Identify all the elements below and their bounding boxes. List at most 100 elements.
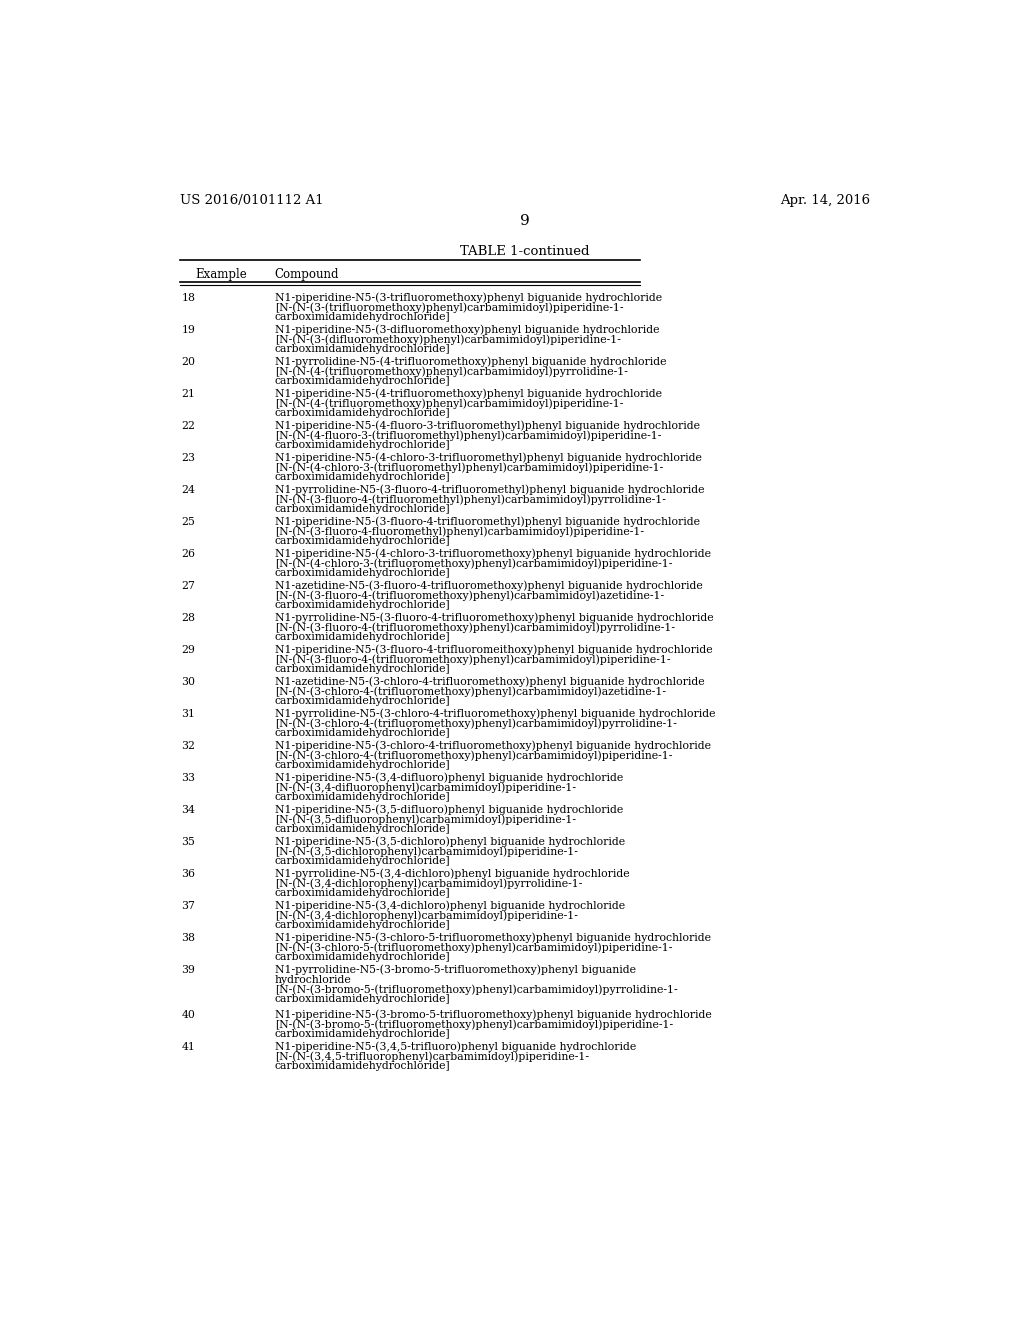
- Text: 35: 35: [181, 837, 196, 847]
- Text: carboximidamidehydrochloride]: carboximidamidehydrochloride]: [274, 857, 451, 866]
- Text: 40: 40: [181, 1010, 196, 1019]
- Text: 39: 39: [181, 965, 196, 975]
- Text: [N-(N-(3-fluoro-4-fluoromethyl)phenyl)carbamimidoyl)piperidine-1-: [N-(N-(3-fluoro-4-fluoromethyl)phenyl)ca…: [274, 527, 644, 537]
- Text: 30: 30: [181, 677, 196, 686]
- Text: 23: 23: [181, 453, 196, 462]
- Text: N1-piperidine-N5-(4-chloro-3-trifluoromethoxy)phenyl biguanide hydrochloride: N1-piperidine-N5-(4-chloro-3-trifluorome…: [274, 549, 711, 560]
- Text: N1-pyrrolidine-N5-(3,4-dichloro)phenyl biguanide hydrochloride: N1-pyrrolidine-N5-(3,4-dichloro)phenyl b…: [274, 869, 630, 879]
- Text: N1-pyrrolidine-N5-(3-fluoro-4-trifluoromethyl)phenyl biguanide hydrochloride: N1-pyrrolidine-N5-(3-fluoro-4-trifluorom…: [274, 484, 705, 495]
- Text: carboximidamidehydrochloride]: carboximidamidehydrochloride]: [274, 920, 451, 931]
- Text: TABLE 1-continued: TABLE 1-continued: [460, 244, 590, 257]
- Text: [N-(N-(3,4-dichlorophenyl)carbamimidoyl)pyrrolidine-1-: [N-(N-(3,4-dichlorophenyl)carbamimidoyl)…: [274, 879, 583, 890]
- Text: N1-pyrrolidine-N5-(3-chloro-4-trifluoromethoxy)phenyl biguanide hydrochloride: N1-pyrrolidine-N5-(3-chloro-4-trifluorom…: [274, 709, 716, 719]
- Text: 31: 31: [181, 709, 196, 719]
- Text: 18: 18: [181, 293, 196, 302]
- Text: [N-(N-(3,4-difluorophenyl)carbamimidoyl)piperidine-1-: [N-(N-(3,4-difluorophenyl)carbamimidoyl)…: [274, 783, 575, 793]
- Text: carboximidamidehydrochloride]: carboximidamidehydrochloride]: [274, 568, 451, 578]
- Text: [N-(N-(3-(difluoromethoxy)phenyl)carbamimidoyl)piperidine-1-: [N-(N-(3-(difluoromethoxy)phenyl)carbami…: [274, 334, 621, 345]
- Text: [N-(N-(3-fluoro-4-(trifluoromethoxy)phenyl)carbamimidoyl)pyrrolidine-1-: [N-(N-(3-fluoro-4-(trifluoromethoxy)phen…: [274, 623, 675, 634]
- Text: 24: 24: [181, 484, 196, 495]
- Text: 37: 37: [181, 900, 196, 911]
- Text: [N-(N-(3-fluoro-4-(trifluoromethyl)phenyl)carbamimidoyl)pyrrolidine-1-: [N-(N-(3-fluoro-4-(trifluoromethyl)pheny…: [274, 494, 666, 504]
- Text: 34: 34: [181, 805, 196, 814]
- Text: carboximidamidehydrochloride]: carboximidamidehydrochloride]: [274, 601, 451, 610]
- Text: N1-piperidine-N5-(3,4,5-trifluoro)phenyl biguanide hydrochloride: N1-piperidine-N5-(3,4,5-trifluoro)phenyl…: [274, 1041, 636, 1052]
- Text: N1-azetidine-N5-(3-fluoro-4-trifluoromethoxy)phenyl biguanide hydrochloride: N1-azetidine-N5-(3-fluoro-4-trifluoromet…: [274, 581, 702, 591]
- Text: carboximidamidehydrochloride]: carboximidamidehydrochloride]: [274, 312, 451, 322]
- Text: [N-(N-(3-bromo-5-(trifluoromethoxy)phenyl)carbamimidoyl)piperidine-1-: [N-(N-(3-bromo-5-(trifluoromethoxy)pheny…: [274, 1019, 673, 1030]
- Text: 33: 33: [181, 772, 196, 783]
- Text: [N-(N-(4-fluoro-3-(trifluoromethyl)phenyl)carbamimidoyl)piperidine-1-: [N-(N-(4-fluoro-3-(trifluoromethyl)pheny…: [274, 430, 662, 441]
- Text: hydrochloride: hydrochloride: [274, 974, 351, 985]
- Text: [N-(N-(3-chloro-4-(trifluoromethoxy)phenyl)carbamimidoyl)piperidine-1-: [N-(N-(3-chloro-4-(trifluoromethoxy)phen…: [274, 751, 672, 762]
- Text: carboximidamidehydrochloride]: carboximidamidehydrochloride]: [274, 792, 451, 803]
- Text: N1-piperidine-N5-(3-chloro-5-trifluoromethoxy)phenyl biguanide hydrochloride: N1-piperidine-N5-(3-chloro-5-trifluorome…: [274, 933, 711, 944]
- Text: carboximidamidehydrochloride]: carboximidamidehydrochloride]: [274, 824, 451, 834]
- Text: N1-piperidine-N5-(3-trifluoromethoxy)phenyl biguanide hydrochloride: N1-piperidine-N5-(3-trifluoromethoxy)phe…: [274, 293, 662, 304]
- Text: N1-piperidine-N5-(3,5-dichloro)phenyl biguanide hydrochloride: N1-piperidine-N5-(3,5-dichloro)phenyl bi…: [274, 837, 625, 847]
- Text: 25: 25: [181, 516, 196, 527]
- Text: carboximidamidehydrochloride]: carboximidamidehydrochloride]: [274, 376, 451, 385]
- Text: N1-piperidine-N5-(3-difluoromethoxy)phenyl biguanide hydrochloride: N1-piperidine-N5-(3-difluoromethoxy)phen…: [274, 325, 659, 335]
- Text: Example: Example: [196, 268, 247, 281]
- Text: N1-piperidine-N5-(3-chloro-4-trifluoromethoxy)phenyl biguanide hydrochloride: N1-piperidine-N5-(3-chloro-4-trifluorome…: [274, 741, 711, 751]
- Text: [N-(N-(3-bromo-5-(trifluoromethoxy)phenyl)carbamimidoyl)pyrrolidine-1-: [N-(N-(3-bromo-5-(trifluoromethoxy)pheny…: [274, 985, 678, 995]
- Text: 27: 27: [181, 581, 196, 591]
- Text: [N-(N-(3,5-difluorophenyl)carbamimidoyl)piperidine-1-: [N-(N-(3,5-difluorophenyl)carbamimidoyl)…: [274, 814, 575, 825]
- Text: N1-piperidine-N5-(3,5-difluoro)phenyl biguanide hydrochloride: N1-piperidine-N5-(3,5-difluoro)phenyl bi…: [274, 805, 623, 816]
- Text: 41: 41: [181, 1041, 196, 1052]
- Text: N1-piperidine-N5-(3,4-difluoro)phenyl biguanide hydrochloride: N1-piperidine-N5-(3,4-difluoro)phenyl bi…: [274, 772, 623, 783]
- Text: carboximidamidehydrochloride]: carboximidamidehydrochloride]: [274, 952, 451, 962]
- Text: [N-(N-(4-chloro-3-(trifluoromethyl)phenyl)carbamimidoyl)piperidine-1-: [N-(N-(4-chloro-3-(trifluoromethyl)pheny…: [274, 462, 664, 473]
- Text: N1-piperidine-N5-(4-trifluoromethoxy)phenyl biguanide hydrochloride: N1-piperidine-N5-(4-trifluoromethoxy)phe…: [274, 388, 662, 399]
- Text: [N-(N-(3,5-dichlorophenyl)carbamimidoyl)piperidine-1-: [N-(N-(3,5-dichlorophenyl)carbamimidoyl)…: [274, 846, 578, 857]
- Text: carboximidamidehydrochloride]: carboximidamidehydrochloride]: [274, 473, 451, 482]
- Text: [N-(N-(3-(trifluoromethoxy)phenyl)carbamimidoyl)piperidine-1-: [N-(N-(3-(trifluoromethoxy)phenyl)carbam…: [274, 302, 624, 313]
- Text: N1-piperidine-N5-(4-fluoro-3-trifluoromethyl)phenyl biguanide hydrochloride: N1-piperidine-N5-(4-fluoro-3-trifluorome…: [274, 421, 699, 432]
- Text: N1-pyrrolidine-N5-(3-fluoro-4-trifluoromethoxy)phenyl biguanide hydrochloride: N1-pyrrolidine-N5-(3-fluoro-4-trifluorom…: [274, 612, 714, 623]
- Text: N1-pyrrolidine-N5-(4-trifluoromethoxy)phenyl biguanide hydrochloride: N1-pyrrolidine-N5-(4-trifluoromethoxy)ph…: [274, 356, 667, 367]
- Text: US 2016/0101112 A1: US 2016/0101112 A1: [179, 194, 324, 207]
- Text: N1-piperidine-N5-(3,4-dichloro)phenyl biguanide hydrochloride: N1-piperidine-N5-(3,4-dichloro)phenyl bi…: [274, 900, 625, 911]
- Text: [N-(N-(4-chloro-3-(trifluoromethoxy)phenyl)carbamimidoyl)piperidine-1-: [N-(N-(4-chloro-3-(trifluoromethoxy)phen…: [274, 558, 672, 569]
- Text: 28: 28: [181, 612, 196, 623]
- Text: N1-pyrrolidine-N5-(3-bromo-5-trifluoromethoxy)phenyl biguanide: N1-pyrrolidine-N5-(3-bromo-5-trifluorome…: [274, 965, 636, 975]
- Text: N1-piperidine-N5-(3-fluoro-4-trifluoromethyl)phenyl biguanide hydrochloride: N1-piperidine-N5-(3-fluoro-4-trifluorome…: [274, 516, 699, 527]
- Text: carboximidamidehydrochloride]: carboximidamidehydrochloride]: [274, 664, 451, 675]
- Text: [N-(N-(3-chloro-4-(trifluoromethoxy)phenyl)carbamimidoyl)pyrrolidine-1-: [N-(N-(3-chloro-4-(trifluoromethoxy)phen…: [274, 718, 677, 729]
- Text: carboximidamidehydrochloride]: carboximidamidehydrochloride]: [274, 1030, 451, 1039]
- Text: 21: 21: [181, 388, 196, 399]
- Text: [N-(N-(3,4,5-trifluorophenyl)carbamimidoyl)piperidine-1-: [N-(N-(3,4,5-trifluorophenyl)carbamimido…: [274, 1051, 589, 1061]
- Text: 29: 29: [181, 644, 196, 655]
- Text: 26: 26: [181, 549, 196, 558]
- Text: 36: 36: [181, 869, 196, 879]
- Text: 22: 22: [181, 421, 196, 430]
- Text: carboximidamidehydrochloride]: carboximidamidehydrochloride]: [274, 994, 451, 1005]
- Text: [N-(N-(4-(trifluoromethoxy)phenyl)carbamimidoyl)piperidine-1-: [N-(N-(4-(trifluoromethoxy)phenyl)carbam…: [274, 399, 624, 409]
- Text: carboximidamidehydrochloride]: carboximidamidehydrochloride]: [274, 408, 451, 418]
- Text: N1-piperidine-N5-(3-fluoro-4-trifluoromeithoxy)phenyl biguanide hydrochloride: N1-piperidine-N5-(3-fluoro-4-trifluorome…: [274, 644, 713, 655]
- Text: [N-(N-(3,4-dichlorophenyl)carbamimidoyl)piperidine-1-: [N-(N-(3,4-dichlorophenyl)carbamimidoyl)…: [274, 911, 578, 921]
- Text: 32: 32: [181, 741, 196, 751]
- Text: [N-(N-(3-fluoro-4-(trifluoromethoxy)phenyl)carbamimidoyl)piperidine-1-: [N-(N-(3-fluoro-4-(trifluoromethoxy)phen…: [274, 655, 671, 665]
- Text: 9: 9: [520, 214, 529, 228]
- Text: 19: 19: [181, 325, 196, 334]
- Text: N1-piperidine-N5-(4-chloro-3-trifluoromethyl)phenyl biguanide hydrochloride: N1-piperidine-N5-(4-chloro-3-trifluorome…: [274, 453, 701, 463]
- Text: [N-(N-(3-chloro-4-(trifluoromethoxy)phenyl)carbamimidoyl)azetidine-1-: [N-(N-(3-chloro-4-(trifluoromethoxy)phen…: [274, 686, 666, 697]
- Text: carboximidamidehydrochloride]: carboximidamidehydrochloride]: [274, 536, 451, 546]
- Text: carboximidamidehydrochloride]: carboximidamidehydrochloride]: [274, 504, 451, 513]
- Text: N1-azetidine-N5-(3-chloro-4-trifluoromethoxy)phenyl biguanide hydrochloride: N1-azetidine-N5-(3-chloro-4-trifluoromet…: [274, 677, 705, 688]
- Text: 38: 38: [181, 933, 196, 942]
- Text: carboximidamidehydrochloride]: carboximidamidehydrochloride]: [274, 345, 451, 354]
- Text: carboximidamidehydrochloride]: carboximidamidehydrochloride]: [274, 729, 451, 738]
- Text: [N-(N-(4-(trifluoromethoxy)phenyl)carbamimidoyl)pyrrolidine-1-: [N-(N-(4-(trifluoromethoxy)phenyl)carbam…: [274, 366, 628, 376]
- Text: carboximidamidehydrochloride]: carboximidamidehydrochloride]: [274, 440, 451, 450]
- Text: carboximidamidehydrochloride]: carboximidamidehydrochloride]: [274, 888, 451, 898]
- Text: [N-(N-(3-fluoro-4-(trifluoromethoxy)phenyl)carbamimidoyl)azetidine-1-: [N-(N-(3-fluoro-4-(trifluoromethoxy)phen…: [274, 590, 664, 601]
- Text: carboximidamidehydrochloride]: carboximidamidehydrochloride]: [274, 696, 451, 706]
- Text: N1-piperidine-N5-(3-bromo-5-trifluoromethoxy)phenyl biguanide hydrochloride: N1-piperidine-N5-(3-bromo-5-trifluoromet…: [274, 1010, 712, 1020]
- Text: Compound: Compound: [274, 268, 339, 281]
- Text: 20: 20: [181, 356, 196, 367]
- Text: carboximidamidehydrochloride]: carboximidamidehydrochloride]: [274, 1061, 451, 1071]
- Text: carboximidamidehydrochloride]: carboximidamidehydrochloride]: [274, 760, 451, 770]
